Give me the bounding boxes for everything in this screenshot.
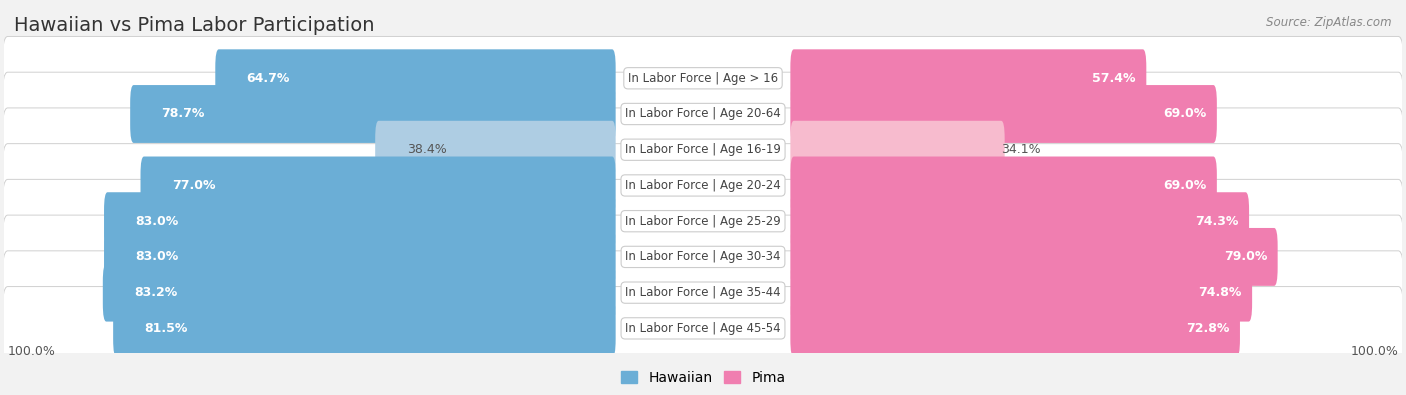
- Text: In Labor Force | Age 20-64: In Labor Force | Age 20-64: [626, 107, 780, 120]
- FancyBboxPatch shape: [1, 144, 1405, 227]
- Text: Hawaiian vs Pima Labor Participation: Hawaiian vs Pima Labor Participation: [14, 16, 374, 35]
- FancyBboxPatch shape: [1, 108, 1405, 192]
- Text: 78.7%: 78.7%: [162, 107, 205, 120]
- FancyBboxPatch shape: [104, 192, 616, 250]
- Text: In Labor Force | Age 30-34: In Labor Force | Age 30-34: [626, 250, 780, 263]
- FancyBboxPatch shape: [1, 179, 1405, 263]
- Text: In Labor Force | Age 16-19: In Labor Force | Age 16-19: [626, 143, 780, 156]
- Text: In Labor Force | Age 35-44: In Labor Force | Age 35-44: [626, 286, 780, 299]
- Text: In Labor Force | Age 25-29: In Labor Force | Age 25-29: [626, 214, 780, 228]
- Text: Source: ZipAtlas.com: Source: ZipAtlas.com: [1267, 16, 1392, 29]
- Text: 57.4%: 57.4%: [1092, 72, 1136, 85]
- Text: 38.4%: 38.4%: [406, 143, 446, 156]
- FancyBboxPatch shape: [790, 192, 1249, 250]
- FancyBboxPatch shape: [1, 286, 1405, 370]
- Text: 83.0%: 83.0%: [135, 250, 179, 263]
- FancyBboxPatch shape: [790, 85, 1216, 143]
- FancyBboxPatch shape: [141, 156, 616, 214]
- Text: 83.2%: 83.2%: [134, 286, 177, 299]
- FancyBboxPatch shape: [790, 264, 1253, 322]
- FancyBboxPatch shape: [375, 121, 616, 179]
- Text: 77.0%: 77.0%: [172, 179, 215, 192]
- Legend: Hawaiian, Pima: Hawaiian, Pima: [620, 371, 786, 385]
- FancyBboxPatch shape: [790, 49, 1146, 107]
- FancyBboxPatch shape: [131, 85, 616, 143]
- FancyBboxPatch shape: [790, 156, 1216, 214]
- Text: 64.7%: 64.7%: [246, 72, 290, 85]
- Text: 100.0%: 100.0%: [1351, 345, 1399, 358]
- Text: 34.1%: 34.1%: [1001, 143, 1040, 156]
- Text: 83.0%: 83.0%: [135, 214, 179, 228]
- Text: 72.8%: 72.8%: [1187, 322, 1229, 335]
- Text: 69.0%: 69.0%: [1163, 107, 1206, 120]
- Text: 74.3%: 74.3%: [1195, 214, 1239, 228]
- FancyBboxPatch shape: [1, 36, 1405, 120]
- Text: 74.8%: 74.8%: [1198, 286, 1241, 299]
- FancyBboxPatch shape: [1, 72, 1405, 156]
- FancyBboxPatch shape: [1, 215, 1405, 299]
- Text: 81.5%: 81.5%: [145, 322, 188, 335]
- Text: In Labor Force | Age 20-24: In Labor Force | Age 20-24: [626, 179, 780, 192]
- Text: In Labor Force | Age > 16: In Labor Force | Age > 16: [628, 72, 778, 85]
- FancyBboxPatch shape: [790, 228, 1278, 286]
- FancyBboxPatch shape: [790, 299, 1240, 357]
- FancyBboxPatch shape: [215, 49, 616, 107]
- FancyBboxPatch shape: [112, 299, 616, 357]
- FancyBboxPatch shape: [103, 264, 616, 322]
- Text: In Labor Force | Age 45-54: In Labor Force | Age 45-54: [626, 322, 780, 335]
- FancyBboxPatch shape: [790, 121, 1005, 179]
- Text: 69.0%: 69.0%: [1163, 179, 1206, 192]
- Text: 79.0%: 79.0%: [1223, 250, 1267, 263]
- FancyBboxPatch shape: [104, 228, 616, 286]
- FancyBboxPatch shape: [1, 251, 1405, 335]
- Text: 100.0%: 100.0%: [7, 345, 55, 358]
